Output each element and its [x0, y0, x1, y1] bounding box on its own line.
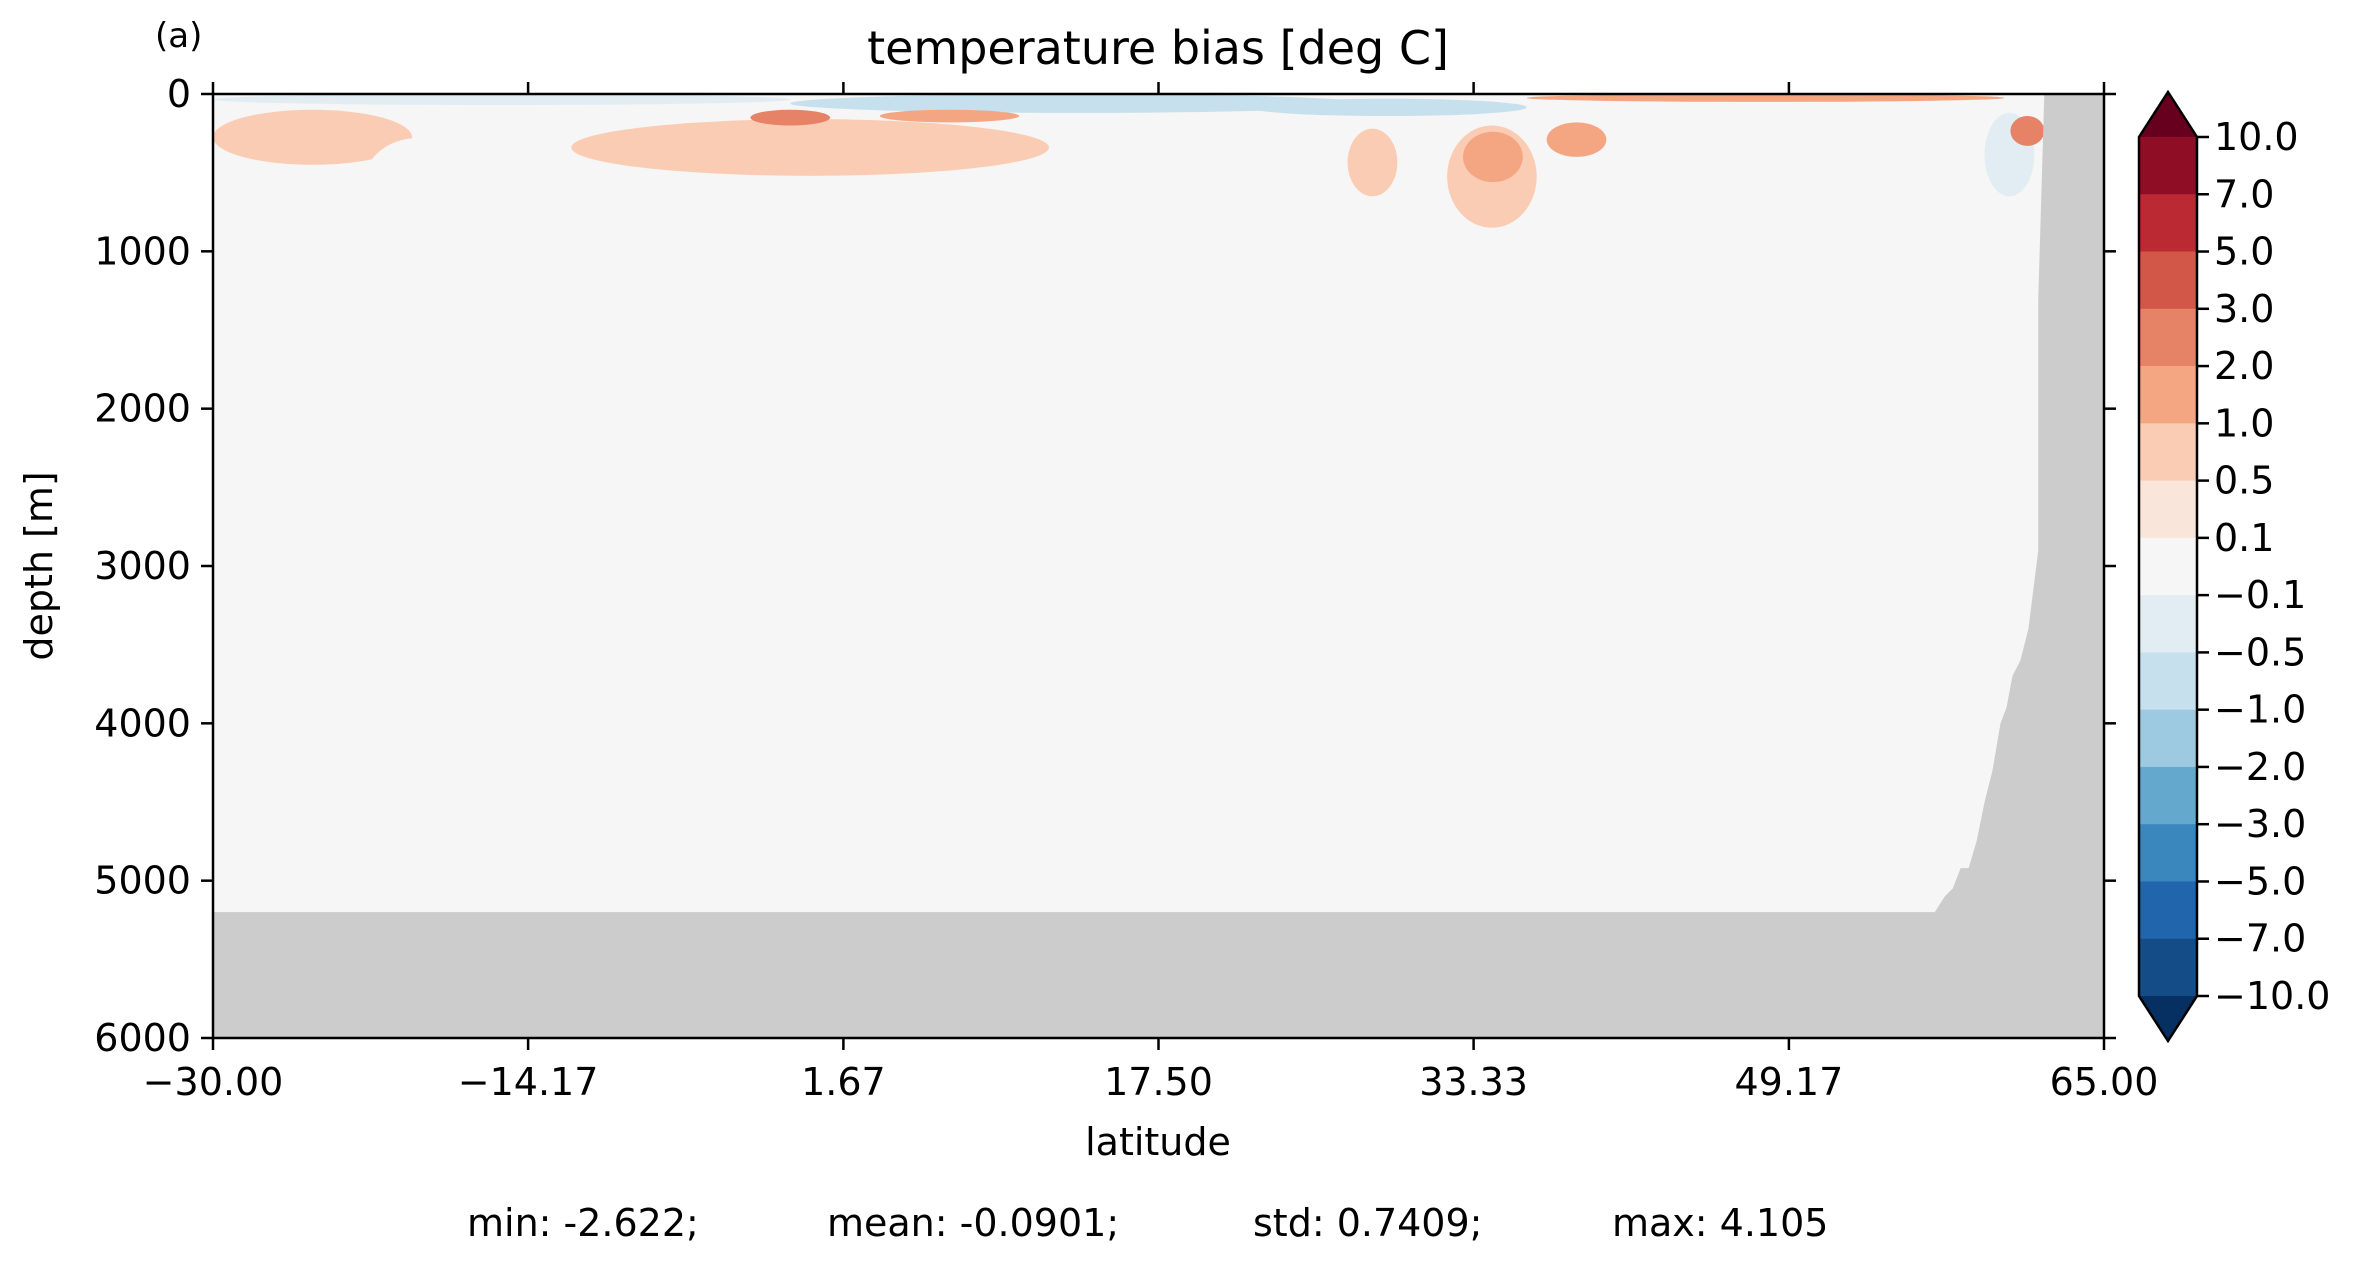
- colorbar-band: [2139, 366, 2197, 424]
- x-tick-label: −30.00: [143, 1060, 284, 1104]
- seafloor-land-mask: [213, 94, 2104, 1038]
- colorbar-band: [2139, 881, 2197, 940]
- colorbar-tick-label: −10.0: [2214, 974, 2330, 1018]
- colorbar-band: [2139, 194, 2197, 253]
- colorbar-band: [2139, 308, 2197, 367]
- bias-patch-8: [879, 109, 1020, 123]
- x-tick-label: 17.50: [1104, 1060, 1213, 1104]
- bias-patch-10: [1347, 128, 1398, 197]
- colorbar: 10.0 7.0 5.0 3.0 2.0 1.0 0.5 0.1 −0.1 −0.5 −1.0 −2.…: [2137, 89, 2330, 1044]
- y-axis-ticks: 0 1000 2000 3000 4000 5000 6000: [94, 72, 2116, 1060]
- bias-patch-3: [1526, 94, 2005, 102]
- colorbar-tick-label: 10.0: [2214, 115, 2299, 159]
- colorbar-tick-label: 1.0: [2214, 401, 2274, 445]
- x-tick-label: −14.17: [458, 1060, 599, 1104]
- colorbar-band: [2139, 537, 2197, 596]
- x-tick-label: 65.00: [2050, 1060, 2159, 1104]
- colorbar-band: [2139, 595, 2197, 653]
- y-tick-label: 4000: [94, 701, 191, 745]
- y-tick-label: 6000: [94, 1016, 191, 1060]
- x-tick-label: 49.17: [1735, 1060, 1844, 1104]
- y-tick-label: 2000: [94, 387, 191, 431]
- plot-background: [213, 94, 2104, 1038]
- colorbar-tick-label: −1.0: [2214, 688, 2306, 732]
- colorbar-tick-label: −7.0: [2214, 917, 2306, 961]
- colorbar-tick-label: −2.0: [2214, 745, 2306, 789]
- panel-label: (a): [155, 16, 202, 56]
- y-tick-label: 0: [167, 72, 191, 116]
- bias-patch-1: [790, 94, 1368, 113]
- colorbar-extend-max: [2139, 92, 2197, 137]
- colorbar-band: [2139, 938, 2197, 997]
- bias-patch-4: [213, 109, 413, 165]
- bias-patch-0: [213, 94, 791, 106]
- bias-patch-13: [1546, 122, 1607, 157]
- y-axis-label: depth [m]: [17, 471, 61, 660]
- colorbar-tick-label: 7.0: [2214, 172, 2274, 216]
- stat-mean: mean: -0.0901;: [827, 1201, 1119, 1245]
- y-tick-label: 1000: [94, 229, 191, 273]
- stat-max: max: 4.105: [1612, 1201, 1828, 1245]
- statistics-line: min: -2.622; mean: -0.0901; std: 0.7409;…: [467, 1201, 1828, 1245]
- bias-patch-7: [750, 109, 831, 126]
- colorbar-band: [2139, 480, 2197, 539]
- colorbar-band: [2139, 766, 2197, 825]
- x-axis-label: latitude: [1085, 1120, 1231, 1164]
- stat-min: min: -2.622;: [467, 1201, 699, 1245]
- bias-patches: [213, 94, 2045, 236]
- colorbar-tick-label: 3.0: [2214, 287, 2274, 331]
- colorbar-band: [2139, 251, 2197, 310]
- bias-patch-9: [1228, 122, 1288, 192]
- stat-std: std: 0.7409;: [1253, 1201, 1482, 1245]
- colorbar-extend-min: [2139, 996, 2197, 1041]
- colorbar-band: [2139, 423, 2197, 482]
- bias-patch-2: [1248, 98, 1527, 117]
- x-tick-label: 33.33: [1419, 1060, 1528, 1104]
- colorbar-tick-label: −3.0: [2214, 802, 2306, 846]
- colorbar-band: [2139, 824, 2197, 883]
- chart-title: temperature bias [deg C]: [867, 21, 1449, 75]
- colorbar-band: [2139, 709, 2197, 768]
- colorbar-band: [2139, 137, 2197, 195]
- colorbar-tick-label: 2.0: [2214, 344, 2274, 388]
- x-tick-label: 1.67: [801, 1060, 886, 1104]
- x-axis-ticks: −30.00 −14.17 1.67 17.50 33.33 49.17 65.00: [143, 82, 2159, 1104]
- bias-patch-15: [2010, 116, 2045, 146]
- colorbar-tick-label: −0.5: [2214, 630, 2306, 674]
- colorbar-tick-label: 5.0: [2214, 230, 2274, 274]
- bias-patch-5: [362, 138, 472, 236]
- y-tick-label: 5000: [94, 859, 191, 903]
- y-tick-label: 3000: [94, 544, 191, 588]
- colorbar-tick-label: 0.5: [2214, 459, 2274, 503]
- bias-patch-12: [1463, 131, 1523, 183]
- colorbar-band: [2139, 652, 2197, 711]
- plot-area: −30.00 −14.17 1.67 17.50 33.33 49.17 65.00 0 10…: [94, 72, 2158, 1104]
- colorbar-tick-label: −5.0: [2214, 859, 2306, 903]
- colorbar-tick-label: −0.1: [2214, 573, 2306, 617]
- bias-patch-6: [571, 119, 1050, 176]
- colorbar-tick-label: 0.1: [2214, 516, 2274, 560]
